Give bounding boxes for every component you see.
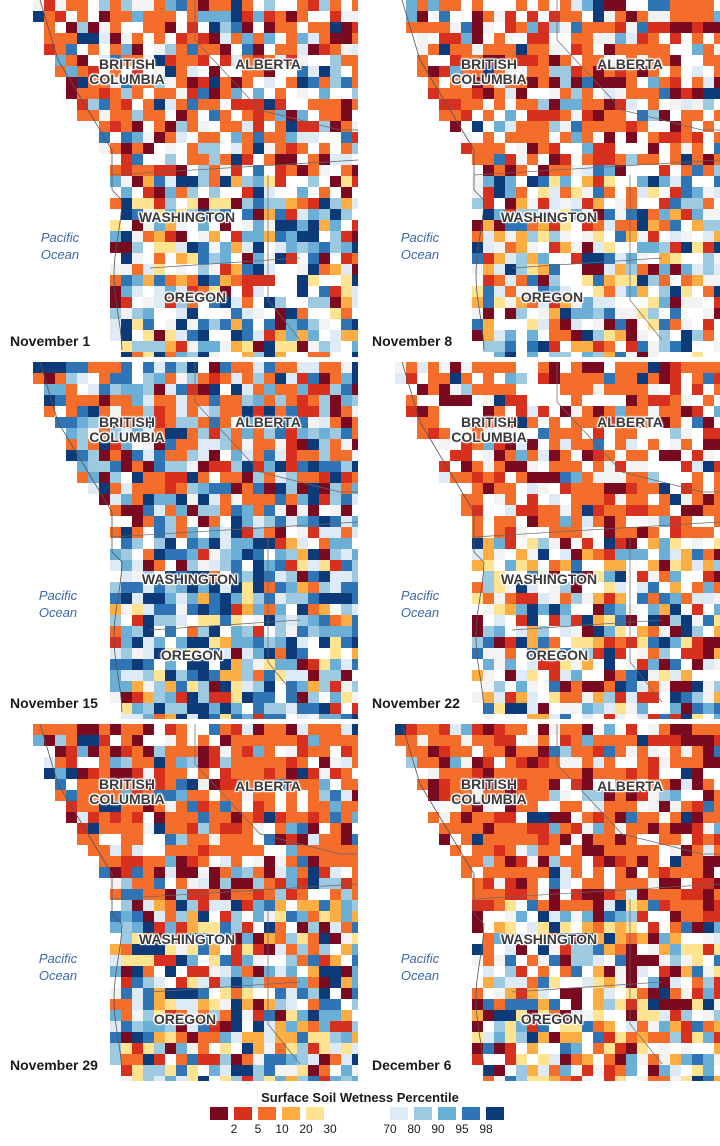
label-british-columbia: BRITISH COLUMBIA: [89, 776, 165, 807]
soil-wetness-map: [395, 724, 720, 1081]
soil-wetness-map: [401, 0, 720, 357]
label-alberta: ALBERTA: [597, 778, 663, 794]
legend-tick: 80: [407, 1122, 421, 1136]
date-label: November 22: [372, 695, 460, 711]
legend-tick: 20: [299, 1122, 313, 1136]
soil-wetness-map: [395, 362, 720, 719]
soil-wetness-map: [33, 724, 358, 1081]
color-legend: Surface Soil Wetness Percentile 2 5 10 2…: [0, 1086, 720, 1146]
label-oregon: OREGON: [153, 1011, 217, 1027]
legend-tick: 70: [383, 1122, 397, 1136]
label-pacific-ocean: Pacific Ocean: [400, 588, 440, 620]
label-british-columbia: BRITISH COLUMBIA: [89, 56, 165, 87]
legend-swatch-dry-10: [258, 1107, 276, 1120]
label-washington: WASHINGTON: [141, 571, 239, 587]
label-alberta: ALBERTA: [235, 778, 301, 794]
map-panel-1: BRITISH COLUMBIA ALBERTA WASHINGTON OREG…: [0, 0, 358, 357]
legend-tick: 95: [455, 1122, 469, 1136]
label-alberta: ALBERTA: [597, 414, 663, 430]
label-alberta: ALBERTA: [235, 56, 301, 72]
legend-tick: 90: [431, 1122, 445, 1136]
legend-tick: 2: [230, 1122, 238, 1136]
label-british-columbia: BRITISH COLUMBIA: [451, 56, 527, 87]
legend-swatch-dry-5: [234, 1107, 252, 1120]
map-panel-4: BRITISH COLUMBIA ALBERTA WASHINGTON OREG…: [362, 362, 720, 719]
label-washington: WASHINGTON: [138, 931, 236, 947]
label-pacific-ocean: Pacific Ocean: [38, 951, 78, 983]
legend-tick: 98: [479, 1122, 493, 1136]
label-british-columbia: BRITISH COLUMBIA: [451, 776, 527, 807]
map-panel-6: BRITISH COLUMBIA ALBERTA WASHINGTON OREG…: [362, 724, 720, 1081]
label-alberta: ALBERTA: [597, 56, 663, 72]
label-oregon: OREGON: [160, 647, 224, 663]
date-label: November 1: [10, 333, 91, 349]
label-washington: WASHINGTON: [500, 209, 598, 225]
label-pacific-ocean: Pacific Ocean: [400, 230, 440, 262]
legend-tick: 5: [254, 1122, 262, 1136]
legend-swatch-wet-98: [486, 1107, 504, 1120]
legend-title: Surface Soil Wetness Percentile: [261, 1090, 459, 1105]
label-washington: WASHINGTON: [500, 571, 598, 587]
date-label: November 15: [10, 695, 98, 711]
soil-wetness-map: [33, 362, 358, 719]
label-oregon: OREGON: [520, 289, 584, 305]
legend-swatch-dry-2: [210, 1107, 228, 1120]
label-british-columbia: BRITISH COLUMBIA: [89, 414, 165, 445]
label-oregon: OREGON: [520, 1011, 584, 1027]
label-oregon: OREGON: [525, 647, 589, 663]
soil-wetness-map: [33, 0, 358, 357]
map-panel-5: BRITISH COLUMBIA ALBERTA WASHINGTON OREG…: [0, 724, 358, 1081]
legend-tick: 10: [275, 1122, 289, 1136]
map-panel-3: BRITISH COLUMBIA ALBERTA WASHINGTON OREG…: [0, 362, 358, 719]
legend-tick: 30: [323, 1122, 337, 1136]
date-label: December 6: [372, 1057, 452, 1073]
map-panel-2: BRITISH COLUMBIA ALBERTA WASHINGTON OREG…: [362, 0, 720, 357]
label-pacific-ocean: Pacific Ocean: [400, 951, 440, 983]
label-pacific-ocean: Pacific Ocean: [38, 588, 78, 620]
label-british-columbia: BRITISH COLUMBIA: [451, 414, 527, 445]
label-pacific-ocean: Pacific Ocean: [40, 230, 80, 262]
label-alberta: ALBERTA: [235, 414, 301, 430]
label-washington: WASHINGTON: [138, 209, 236, 225]
legend-swatch-wet-95: [462, 1107, 480, 1120]
legend-swatch-dry-20: [282, 1107, 300, 1120]
date-label: November 29: [10, 1057, 98, 1073]
legend-swatch-wet-90: [438, 1107, 456, 1120]
legend-swatch-wet-80: [414, 1107, 432, 1120]
legend-swatch-dry-30: [306, 1107, 324, 1120]
date-label: November 8: [372, 333, 453, 349]
legend-swatch-wet-70: [390, 1107, 408, 1120]
label-oregon: OREGON: [163, 289, 227, 305]
label-washington: WASHINGTON: [500, 931, 598, 947]
